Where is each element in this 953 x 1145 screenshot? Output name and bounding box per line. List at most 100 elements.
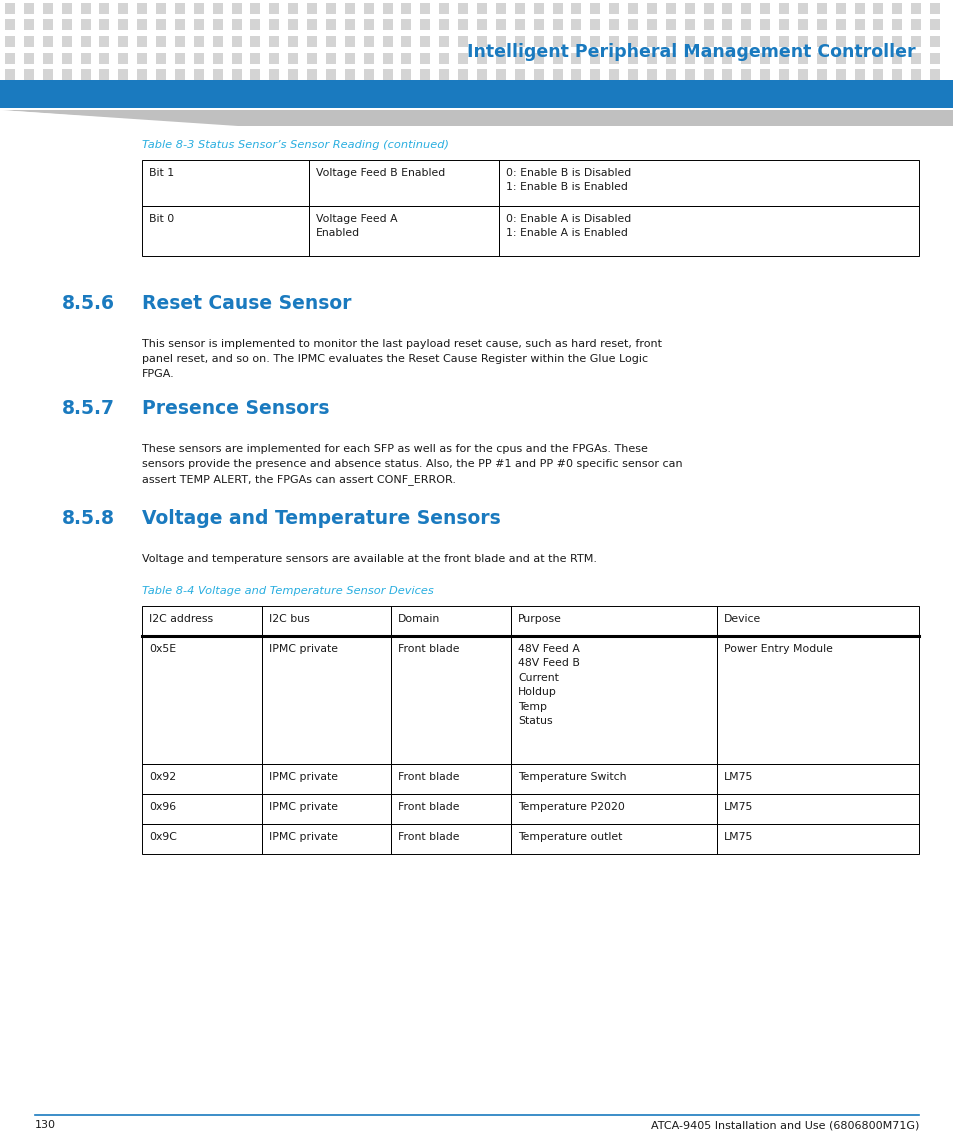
Bar	[721, 35, 732, 47]
Text: Temperature P2020: Temperature P2020	[517, 802, 624, 812]
Bar	[438, 35, 449, 47]
Bar	[438, 69, 449, 80]
Text: 0x96: 0x96	[149, 802, 176, 812]
Text: 130: 130	[35, 1120, 56, 1130]
Bar	[552, 53, 562, 63]
Text: Voltage and temperature sensors are available at the front blade and at the RTM.: Voltage and temperature sensors are avai…	[142, 554, 597, 564]
Bar	[62, 53, 71, 63]
Bar	[251, 3, 260, 14]
Bar	[118, 19, 128, 31]
Bar	[721, 53, 732, 63]
Bar	[326, 3, 335, 14]
Bar	[307, 35, 316, 47]
Bar	[609, 53, 618, 63]
Text: Device: Device	[723, 614, 760, 624]
Bar	[174, 53, 185, 63]
Bar	[62, 3, 71, 14]
Bar	[740, 3, 751, 14]
Bar	[363, 35, 374, 47]
Bar	[262, 764, 390, 793]
Bar	[910, 53, 921, 63]
Bar	[99, 69, 110, 80]
Bar	[288, 53, 298, 63]
Bar	[476, 69, 486, 80]
Bar	[401, 3, 411, 14]
Bar	[590, 53, 599, 63]
Bar	[232, 53, 241, 63]
Bar	[288, 19, 298, 31]
Bar	[646, 69, 657, 80]
Bar	[438, 53, 449, 63]
Bar	[797, 35, 807, 47]
Bar	[515, 35, 524, 47]
Text: 8.5.7: 8.5.7	[62, 398, 115, 418]
Bar	[420, 53, 430, 63]
Bar	[62, 19, 71, 31]
Bar	[910, 3, 921, 14]
Bar	[309, 206, 499, 256]
Bar	[262, 635, 390, 764]
Bar	[344, 53, 355, 63]
Text: Front blade: Front blade	[397, 802, 458, 812]
Bar	[43, 3, 52, 14]
Bar	[62, 35, 71, 47]
Bar	[816, 3, 826, 14]
Bar	[816, 53, 826, 63]
Text: Bit 0: Bit 0	[149, 214, 174, 224]
Bar	[137, 19, 147, 31]
Bar	[401, 35, 411, 47]
Bar	[499, 206, 918, 256]
Text: Temperature Switch: Temperature Switch	[517, 772, 626, 782]
Bar	[854, 35, 863, 47]
Bar	[609, 35, 618, 47]
Bar	[627, 3, 638, 14]
Bar	[552, 69, 562, 80]
Bar	[891, 3, 902, 14]
Bar	[665, 53, 675, 63]
Bar	[0, 80, 953, 108]
Bar	[262, 606, 390, 635]
Text: Reset Cause Sensor: Reset Cause Sensor	[142, 294, 351, 313]
Bar	[438, 19, 449, 31]
Bar	[609, 19, 618, 31]
Bar	[251, 35, 260, 47]
Text: Table 8-3 Status Sensor’s Sensor Reading (continued): Table 8-3 Status Sensor’s Sensor Reading…	[142, 140, 449, 150]
Text: Power Entry Module: Power Entry Module	[723, 643, 832, 654]
Bar	[533, 35, 543, 47]
Bar	[665, 19, 675, 31]
Bar	[309, 160, 499, 206]
Bar	[873, 35, 882, 47]
Bar	[571, 35, 580, 47]
Bar	[5, 53, 15, 63]
Bar	[156, 3, 166, 14]
Bar	[854, 69, 863, 80]
Bar	[5, 69, 15, 80]
Bar	[457, 19, 468, 31]
Bar	[390, 635, 511, 764]
Bar	[269, 19, 279, 31]
Bar	[552, 35, 562, 47]
Bar	[873, 53, 882, 63]
Bar	[835, 69, 844, 80]
Bar	[326, 53, 335, 63]
Text: LM75: LM75	[723, 802, 753, 812]
Bar	[24, 19, 34, 31]
Bar	[137, 35, 147, 47]
Bar	[646, 53, 657, 63]
Bar	[363, 3, 374, 14]
Bar	[43, 19, 52, 31]
Text: Table 8-4 Voltage and Temperature Sensor Devices: Table 8-4 Voltage and Temperature Sensor…	[142, 586, 434, 597]
Bar	[307, 69, 316, 80]
Bar	[590, 35, 599, 47]
Bar	[779, 69, 788, 80]
Text: IPMC private: IPMC private	[269, 802, 338, 812]
Bar	[344, 19, 355, 31]
Bar	[797, 53, 807, 63]
Bar	[511, 793, 717, 824]
Bar	[835, 19, 844, 31]
Text: Bit 1: Bit 1	[149, 168, 174, 177]
Bar	[156, 35, 166, 47]
Bar	[515, 3, 524, 14]
Bar	[269, 3, 279, 14]
Bar	[174, 69, 185, 80]
